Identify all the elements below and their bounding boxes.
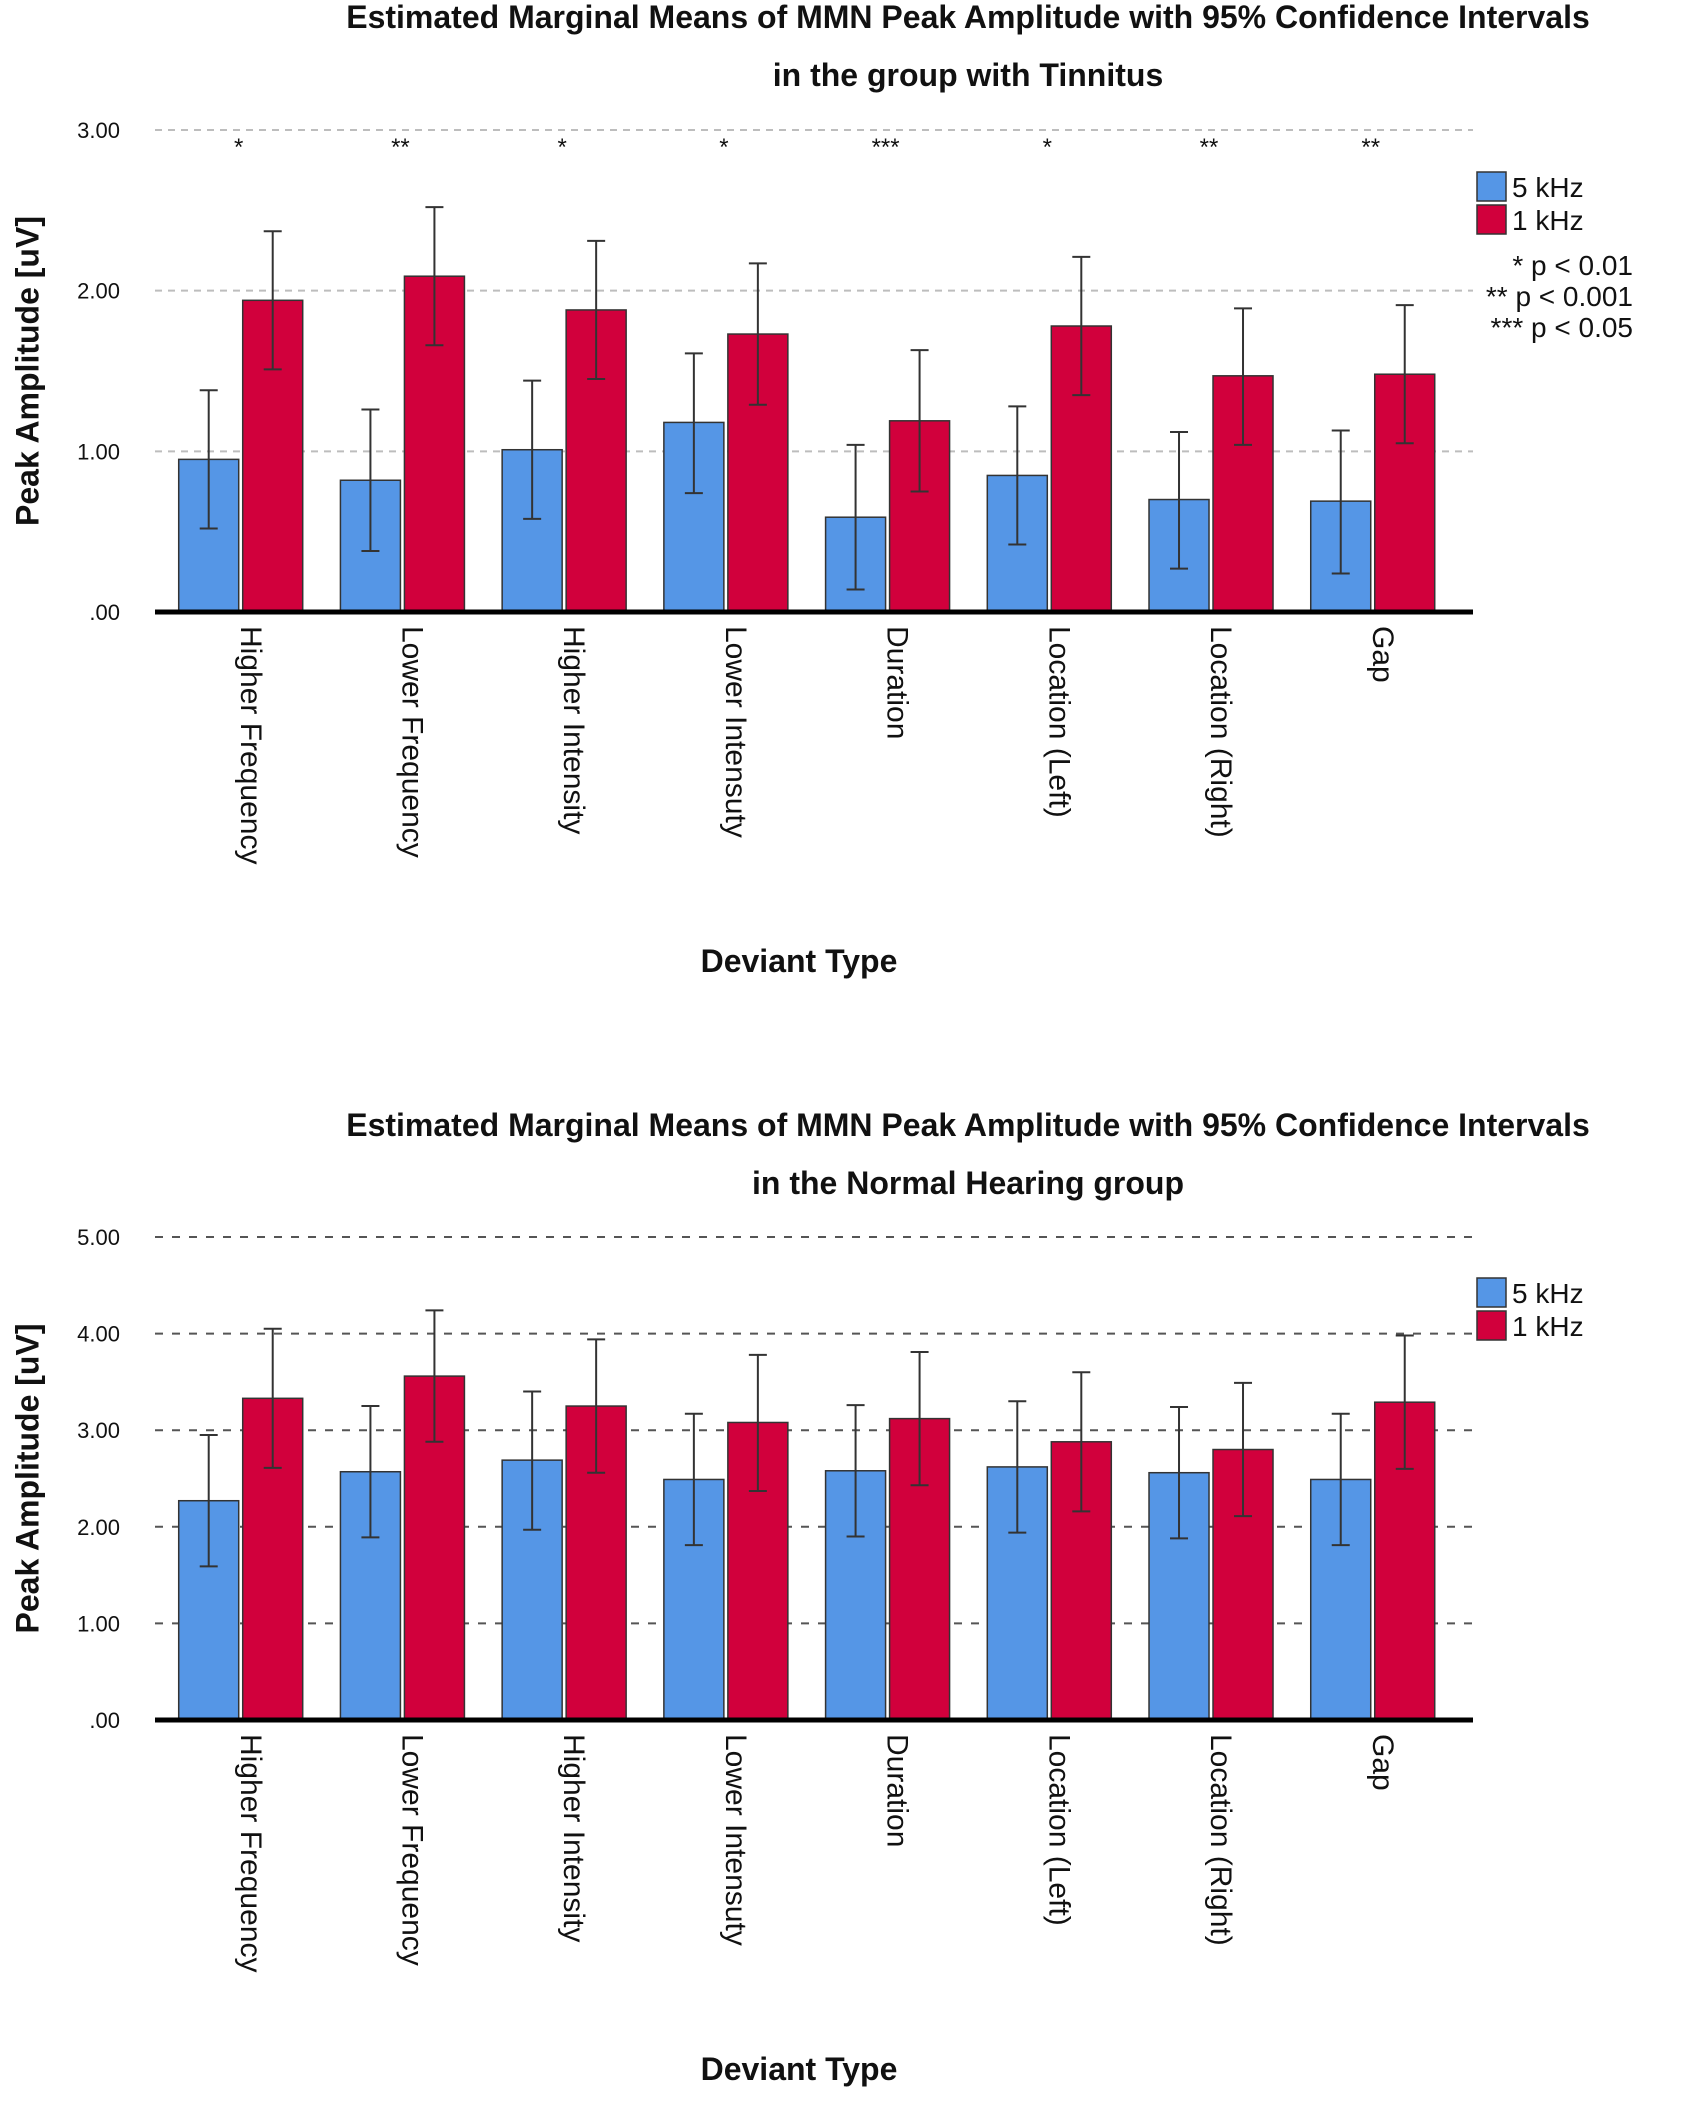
significance-note: * p < 0.01 [1512,250,1633,281]
x-tick-label: Higher Frequency [234,626,267,864]
significance-note: *** p < 0.05 [1491,312,1633,343]
x-tick-label: Duration [881,626,914,739]
bar [727,1421,789,1721]
significance-note: ** p < 0.001 [1486,281,1633,312]
x-tick-label: Location (Right) [1204,626,1237,838]
x-tick-label: Higher Intensity [557,626,590,834]
x-axis-label: Deviant Type [701,943,898,979]
legend-label: 1 kHz [1512,1311,1584,1342]
y-tick-label: 2.00 [77,279,120,304]
significance-marker: ** [391,134,410,161]
x-tick-label: Lower Frequency [396,1734,429,1966]
y-tick-label: 2.00 [77,1515,120,1540]
x-tick-label: Gap [1366,1734,1399,1791]
x-tick-label: Location (Right) [1204,1734,1237,1946]
x-tick-label: Location (Left) [1042,626,1075,818]
legend-swatch [1476,204,1507,235]
x-tick-label: Lower Intensuty [719,1734,752,1946]
legend-swatch [1476,1277,1507,1308]
significance-marker: ** [1200,134,1219,161]
y-tick-label: 1.00 [77,1611,120,1636]
legend-swatch [1476,171,1507,202]
x-tick-label: Higher Intensity [557,1734,590,1942]
y-tick-label: 3.00 [77,1418,120,1443]
x-tick-label: Duration [881,1734,914,1847]
y-axis-label: Peak Amplitude [uV] [9,1324,45,1634]
legend-swatch [1476,1310,1507,1341]
x-tick-label: Lower Frequency [396,626,429,858]
normal-hearing-chart: Estimated Marginal Means of MMN Peak Amp… [9,1107,1589,2087]
significance-marker: * [1043,134,1052,161]
x-tick-label: Higher Frequency [234,1734,267,1972]
significance-marker: * [557,134,566,161]
y-axis-label: Peak Amplitude [uV] [9,216,45,526]
legend-label: 5 kHz [1512,172,1584,203]
x-axis-label: Deviant Type [701,2051,898,2087]
x-tick-label: Lower Intensuty [719,626,752,838]
y-tick-label: 5.00 [77,1225,120,1250]
tinnitus-chart: Estimated Marginal Means of MMN Peak Amp… [9,0,1633,979]
x-tick-label: Gap [1366,626,1399,683]
chart-title: Estimated Marginal Means of MMN Peak Amp… [346,1107,1590,1143]
legend-label: 5 kHz [1512,1278,1584,1309]
significance-marker: ** [1361,134,1380,161]
y-tick-label: .00 [89,1708,120,1733]
y-tick-label: 3.00 [77,118,120,143]
significance-marker: * [719,134,728,161]
chart-title: Estimated Marginal Means of MMN Peak Amp… [346,0,1590,35]
y-tick-label: 4.00 [77,1322,120,1347]
chart-subtitle: in the group with Tinnitus [773,57,1163,93]
significance-marker: * [234,134,243,161]
chart-subtitle: in the Normal Hearing group [752,1165,1184,1201]
significance-marker: *** [872,134,900,161]
legend-label: 1 kHz [1512,205,1584,236]
y-tick-label: .00 [89,600,120,625]
x-tick-label: Location (Left) [1042,1734,1075,1926]
y-tick-label: 1.00 [77,439,120,464]
